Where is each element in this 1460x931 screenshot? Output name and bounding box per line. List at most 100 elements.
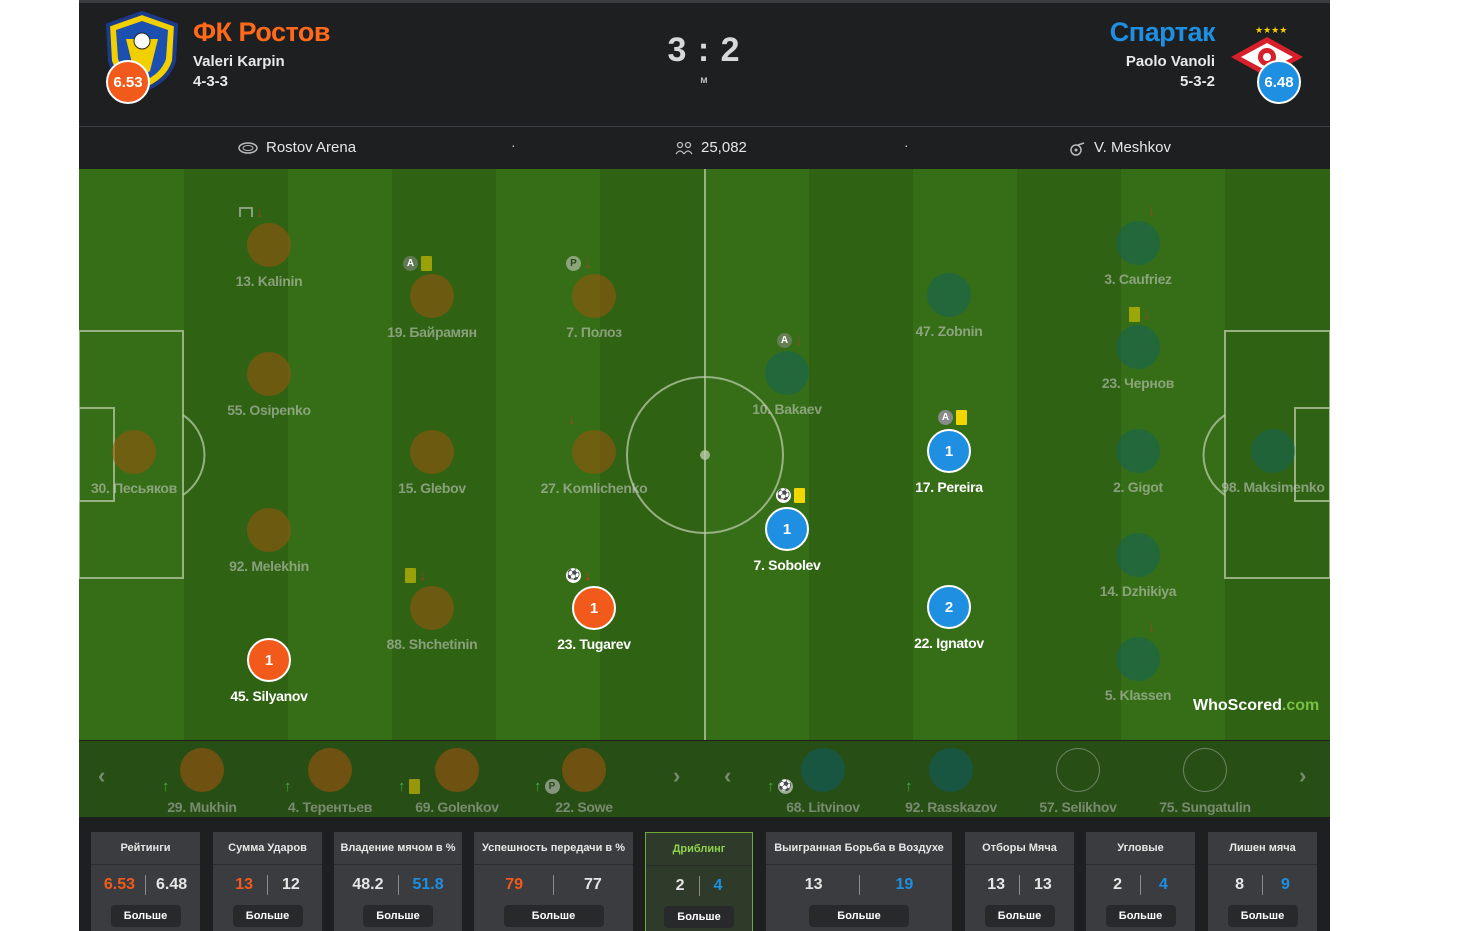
bench-player-name: 29. Mukhin <box>167 799 237 815</box>
bench-player-rasskazov[interactable]: 92. Rasskazov <box>876 748 1026 815</box>
player-chernov[interactable]: 23. Чернов <box>1068 325 1208 391</box>
whoscored-logo: WhoScored.com <box>1193 697 1319 715</box>
stat-possession[interactable]: Владение мячом в % 48.2 51.8 Больше <box>334 832 462 931</box>
player-events: A <box>403 254 432 272</box>
stat-values: 2 4 <box>646 866 752 906</box>
bench-player-events: ↑ <box>284 779 292 794</box>
referee-info: V. Meshkov <box>1068 139 1171 156</box>
penalty-icon: P <box>544 779 560 794</box>
sub-off-icon: ↓ <box>1148 617 1156 635</box>
stat-tackles[interactable]: Отборы Мяча 13 13 Больше <box>965 832 1074 931</box>
stat-title: Рейтинги <box>91 832 200 865</box>
stats-bar: Рейтинги 6.53 6.48 Больше Сумма Ударов 1… <box>79 818 1330 931</box>
more-button[interactable]: Больше <box>503 905 604 927</box>
player-dzhikiya[interactable]: 14. Dzhikiya <box>1068 533 1208 599</box>
stat-divider <box>1140 875 1141 895</box>
player-gigot[interactable]: 2. Gigot <box>1068 429 1208 495</box>
stat-title: Дриблинг <box>646 833 752 866</box>
stat-away-value: 9 <box>1281 876 1290 893</box>
bench-player-name: 92. Rasskazov <box>905 799 997 815</box>
stat-dribbles[interactable]: Дриблинг 2 4 Больше <box>645 832 753 931</box>
stat-ratings[interactable]: Рейтинги 6.53 6.48 Больше <box>91 832 200 931</box>
player-bakaev[interactable]: 10. Bakaev <box>717 351 857 417</box>
stat-dispossessed[interactable]: Лишен мяча 8 9 Больше <box>1208 832 1317 931</box>
player-rating-circle: 1 <box>572 586 616 630</box>
player-melekhin[interactable]: 92. Melekhin <box>199 508 339 574</box>
bench-player-name: 22. Sowe <box>555 799 613 815</box>
bench-player-events: ↑ <box>162 779 170 794</box>
bench-player-selikhov[interactable]: 57. Selikhov <box>1003 748 1153 815</box>
watermark-suffix: .com <box>1281 697 1320 714</box>
player-bayramyan[interactable]: 19. Байрамян <box>362 274 502 340</box>
player-rating-circle <box>1116 429 1160 473</box>
stadium-icon <box>238 141 258 154</box>
player-glebov[interactable]: 15. Glebov <box>362 430 502 496</box>
bench-player-terentev[interactable]: 4. Терентьев <box>255 748 405 815</box>
player-events: A <box>938 408 967 426</box>
player-rating-circle <box>572 274 616 318</box>
player-rating-circle <box>410 430 454 474</box>
player-ignatov[interactable]: 2 22. Ignatov <box>879 585 1019 651</box>
player-rating-circle <box>247 352 291 396</box>
stat-values: 8 9 <box>1208 865 1317 905</box>
away-team-rating: 6.48 <box>1257 60 1301 104</box>
bench-player-sungatulin[interactable]: 75. Sungatulin <box>1130 748 1280 815</box>
player-zobnin[interactable]: 47. Zobnin <box>879 273 1019 339</box>
more-button[interactable]: Больше <box>1227 905 1298 927</box>
player-klassen[interactable]: 5. Klassen <box>1068 637 1208 703</box>
player-shchetinin[interactable]: 88. Shchetinin <box>362 586 502 652</box>
more-button[interactable]: Больше <box>363 905 433 927</box>
match-header: 6.53 ФК Ростов Valeri Karpin 4-3-3 3 : 2… <box>79 3 1330 127</box>
bench-player-name: 68. Litvinov <box>786 799 860 815</box>
away-team-name[interactable]: Спартак <box>1109 17 1216 47</box>
bench-player-name: 57. Selikhov <box>1039 799 1117 815</box>
more-button[interactable]: Больше <box>1105 905 1176 927</box>
home-team-name[interactable]: ФК Ростов <box>193 17 330 47</box>
stat-aerial-won[interactable]: Выигранная Борьба в Воздухе 13 19 Больше <box>766 832 952 931</box>
player-name: 2. Gigot <box>1113 479 1163 495</box>
sub-off-icon: ↓ <box>419 566 427 584</box>
player-events: ↓ <box>1129 305 1151 323</box>
player-sobolev[interactable]: 1 7. Sobolev <box>717 507 857 573</box>
stat-corners[interactable]: Угловые 2 4 Больше <box>1086 832 1195 931</box>
player-tugarev[interactable]: 1 23. Tugarev <box>524 586 664 652</box>
stat-total-shots[interactable]: Сумма Ударов 13 12 Больше <box>213 832 322 931</box>
player-name: 22. Ignatov <box>914 635 984 651</box>
more-button[interactable]: Больше <box>984 905 1055 927</box>
bench-away-prev-icon[interactable]: ‹ <box>724 763 732 788</box>
player-osipenko[interactable]: 55. Osipenko <box>199 352 339 418</box>
player-maksimenko[interactable]: 98. Maksimenko <box>1203 429 1330 495</box>
bench-player-circle <box>801 748 845 792</box>
player-pereira[interactable]: 1 17. Pereira <box>879 429 1019 495</box>
player-rating-circle <box>765 351 809 395</box>
more-button[interactable]: Больше <box>809 905 909 927</box>
more-button[interactable]: Больше <box>110 905 181 927</box>
stat-pass-accuracy[interactable]: Успешность передачи в % 79 77 Больше <box>474 832 633 931</box>
stat-away-value: 19 <box>895 876 914 893</box>
player-rating-circle <box>1116 533 1160 577</box>
stat-divider <box>267 875 268 895</box>
more-button[interactable]: Больше <box>664 906 734 928</box>
yellow-card-icon <box>1129 306 1140 322</box>
bench-player-golenkov[interactable]: 69. Golenkov <box>382 748 532 815</box>
player-name: 3. Caufriez <box>1104 271 1172 287</box>
more-button[interactable]: Больше <box>232 905 303 927</box>
player-komlichenko[interactable]: 27. Komlichenko <box>524 430 664 496</box>
player-rating-circle: 1 <box>765 507 809 551</box>
substitutes-bar: ‹ 29. Mukhin ↑ 4. Терентьев ↑ 69. Golenk… <box>79 741 1330 817</box>
stat-home-value: 13 <box>235 876 253 893</box>
bench-player-mukhin[interactable]: 29. Mukhin <box>127 748 277 815</box>
bench-away-next-icon[interactable]: › <box>1299 763 1307 788</box>
stat-divider <box>698 876 700 896</box>
bench-home-next-icon[interactable]: › <box>673 763 681 788</box>
player-kalinin[interactable]: 13. Kalinin <box>199 223 339 289</box>
player-silyanov[interactable]: 1 45. Silyanov <box>199 638 339 704</box>
bench-home-prev-icon[interactable]: ‹ <box>98 763 106 788</box>
bench-player-sowe[interactable]: 22. Sowe <box>509 748 659 815</box>
player-poloz[interactable]: 7. Полоз <box>524 274 664 340</box>
player-caufriez[interactable]: 3. Caufriez <box>1068 221 1208 287</box>
bench-player-circle <box>1056 748 1100 792</box>
goal-kick-icon <box>239 207 253 217</box>
bench-player-litvinov[interactable]: 68. Litvinov <box>748 748 898 815</box>
player-pesyakov[interactable]: 30. Песьяков <box>79 430 204 496</box>
